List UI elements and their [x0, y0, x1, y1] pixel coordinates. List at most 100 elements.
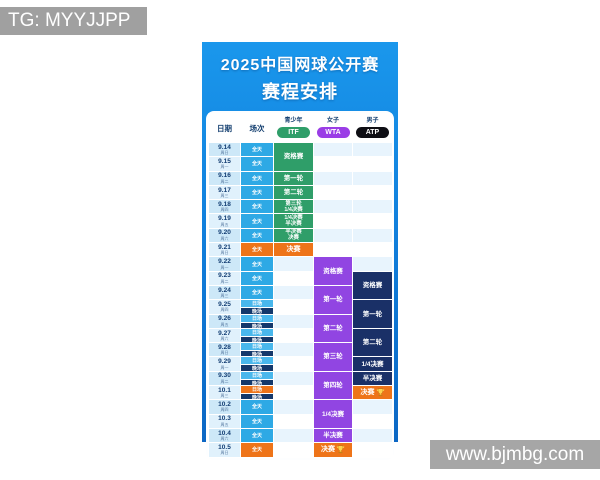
- empty-cell: [313, 199, 353, 215]
- table-row: 9.30 周二 日场 晚场 第四轮 半决赛: [208, 370, 393, 401]
- table-row: 9.18 周四 全天 第三轮 1/4决赛: [208, 199, 393, 215]
- itf-match-cell: 第一轮: [273, 170, 314, 186]
- date-label: 9.23: [218, 272, 231, 280]
- table-row: 9.15 周一 全天: [208, 156, 393, 172]
- session-allday-label: 全天: [241, 257, 273, 271]
- session-wrap: 全天: [241, 429, 273, 442]
- date-label: 9.17: [218, 186, 231, 194]
- weekday-label: 周四: [220, 407, 229, 413]
- round-label: 1/4决赛: [321, 410, 345, 418]
- date-cell: 9.25 周四: [208, 299, 241, 315]
- round-label: 半决赛: [285, 221, 302, 228]
- weekday-label: 周五: [220, 421, 229, 427]
- itf-badge: ITF: [277, 127, 310, 138]
- table-row: 10.1 周三 日场 晚场 决赛: [208, 385, 393, 401]
- session-wrap: 日场 晚场: [241, 357, 273, 371]
- session-wrap: 日场 晚场: [241, 386, 273, 399]
- session-allday-label: 全天: [241, 286, 273, 299]
- weekday-label: 周二: [220, 178, 229, 184]
- session-wrap: 全天: [241, 157, 273, 171]
- session-wrap: 全天: [241, 215, 273, 228]
- session-final-label: 日场: [241, 386, 273, 394]
- header-itf-label: 青少年: [284, 118, 303, 124]
- empty-cell: [273, 256, 314, 272]
- session-cell: 日场 晚场: [240, 313, 274, 329]
- date-cell: 9.26 周五: [208, 313, 241, 329]
- table-row: 9.17 周三 全天 第二轮: [208, 184, 393, 201]
- empty-cell: [352, 141, 393, 158]
- table-row: 9.25 周四 日场 晚场 第一轮: [208, 299, 393, 329]
- session-wrap: 全天: [241, 443, 273, 457]
- empty-cell: [352, 242, 393, 258]
- table-row: 10.3 周五 全天: [208, 413, 393, 429]
- session-wrap: 全天: [241, 286, 273, 299]
- session-cell: 全天: [240, 184, 274, 201]
- table-header: 日期 场次 青少年 ITF 女子 WTA 男子 ATP: [208, 113, 393, 143]
- header-wta: 女子 WTA: [313, 113, 353, 143]
- round-label: 半决赛: [323, 432, 343, 440]
- round-label: 第一轮: [323, 296, 343, 304]
- date-cell: 9.23 周二: [208, 270, 241, 286]
- weekday-label: 周一: [220, 164, 229, 170]
- date-label: 9.20: [218, 229, 231, 237]
- header-itf: 青少年 ITF: [273, 113, 314, 143]
- session-wrap: 全天: [241, 243, 273, 256]
- session-day-label: 日场: [241, 357, 273, 365]
- empty-cell: [352, 427, 393, 444]
- table-row: 9.21 周日 全天 决赛: [208, 242, 393, 258]
- empty-cell: [273, 413, 314, 429]
- date-label: 9.28: [218, 343, 231, 351]
- weekday-label: 周六: [220, 235, 229, 241]
- weekday-label: 周日: [220, 350, 229, 356]
- session-night-label: 晚场: [241, 378, 273, 385]
- session-final-label: 全天: [241, 243, 273, 256]
- round-label: 资格赛: [362, 281, 383, 289]
- site-watermark: www.bjmbg.com: [430, 440, 600, 469]
- atp-match-cell: 决赛: [352, 385, 393, 401]
- date-label: 10.5: [218, 443, 231, 451]
- wta-badge: WTA: [316, 127, 350, 138]
- itf-match-cell: 第二轮: [273, 184, 314, 201]
- session-allday-label: 全天: [241, 272, 273, 285]
- round-label: 决赛: [354, 388, 392, 397]
- empty-cell: [273, 342, 314, 358]
- empty-cell: [273, 385, 314, 401]
- session-day-label: 日场: [241, 372, 273, 379]
- session-cell: 日场 晚场: [240, 342, 274, 358]
- session-day-label: 日场: [241, 329, 273, 336]
- atp-match-cell: 第一轮: [352, 299, 393, 329]
- header-atp: 男子 ATP: [352, 113, 393, 143]
- session-night-label: 晚场: [241, 350, 273, 356]
- empty-cell: [352, 399, 393, 415]
- itf-match-cell: 1/4决赛 半决赛: [273, 213, 314, 229]
- table-row: 9.22 周一 全天 资格赛: [208, 256, 393, 286]
- session-wrap: 全天: [241, 172, 273, 185]
- session-wrap: 全天: [241, 143, 273, 156]
- date-label: 10.4: [218, 429, 231, 437]
- wta-match-cell: 资格赛: [313, 256, 353, 286]
- schedule-card: 日期 场次 青少年 ITF 女子 WTA 男子 ATP 9.: [206, 111, 394, 460]
- session-wrap: 全天: [241, 272, 273, 285]
- table-row: 9.14 周日 全天 资格赛: [208, 141, 393, 172]
- date-cell: 9.17 周三: [208, 184, 241, 201]
- trophy-icon: [376, 388, 384, 397]
- session-wrap: 全天: [241, 415, 273, 428]
- schedule-body: 9.14 周日 全天 资格赛 9.15 周一 全天 9.16 周二 全天 第一轮 9.17 周三 全天 第二…: [208, 141, 393, 458]
- table-row: 9.24 周三 全天 第一轮: [208, 284, 393, 315]
- weekday-label: 周六: [220, 336, 229, 341]
- wta-match-cell: 半决赛: [313, 427, 353, 444]
- weekday-label: 周日: [220, 250, 229, 256]
- wta-match-cell: 1/4决赛: [313, 399, 353, 429]
- session-cell: 日场 晚场: [240, 299, 274, 315]
- empty-cell: [352, 213, 393, 229]
- empty-cell: [273, 356, 314, 372]
- header-atp-label: 男子: [366, 118, 379, 124]
- weekday-label: 周二: [220, 378, 229, 384]
- header-row: 日期 场次 青少年 ITF 女子 WTA 男子 ATP: [208, 113, 393, 143]
- empty-cell: [273, 427, 314, 444]
- session-wrap: 日场 晚场: [241, 329, 273, 342]
- session-cell: 全天: [240, 427, 274, 444]
- itf-match-cell: 半决赛 决赛: [273, 227, 314, 244]
- round-label: 资格赛: [323, 267, 343, 275]
- session-allday-label: 全天: [241, 157, 273, 171]
